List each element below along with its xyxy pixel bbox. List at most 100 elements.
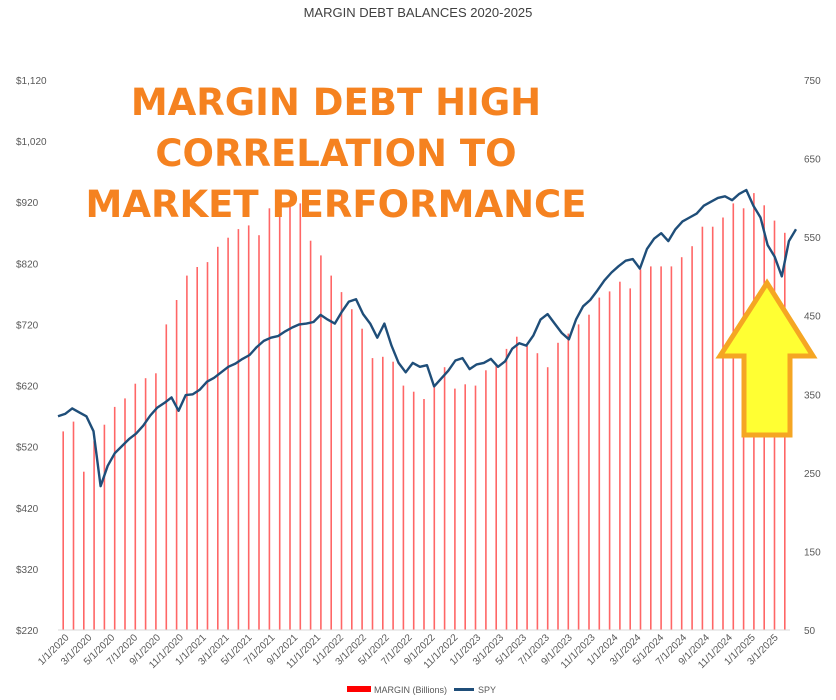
y-left-tick-label: $720: [16, 320, 39, 331]
margin-bar: [268, 208, 271, 631]
y-left-tick-label: $1,120: [16, 76, 47, 87]
margin-bar: [660, 266, 662, 630]
y-left-tick-label: $320: [16, 565, 39, 576]
margin-bar: [320, 255, 322, 630]
y-right-tick-label: 450: [804, 312, 821, 323]
margin-bar: [629, 288, 631, 630]
margin-bar: [433, 387, 436, 630]
margin-bar: [113, 406, 116, 630]
margin-bar: [650, 266, 652, 630]
annotation-line-3: MARKET PERFORMANCE: [86, 183, 587, 226]
legend-label-margin: MARGIN (Billions): [374, 685, 447, 695]
margin-bar: [402, 385, 405, 630]
right-axis: 50 150 250 350 450 550 650 750: [804, 76, 821, 637]
margin-bar: [309, 240, 312, 630]
margin-bar: [340, 292, 343, 630]
margin-bar: [680, 257, 683, 630]
margin-bar: [526, 345, 528, 630]
margin-bar: [495, 364, 497, 630]
y-left-tick-label: $520: [16, 443, 39, 454]
y-right-tick-label: 150: [804, 547, 821, 558]
margin-bar: [639, 269, 642, 630]
margin-bar: [186, 275, 188, 630]
left-axis: $220 $320 $420 $520 $620 $720 $820 $920 $1,020 $1…: [16, 76, 47, 637]
margin-bar: [670, 266, 673, 630]
margin-bar: [134, 383, 137, 630]
margin-bar: [392, 361, 394, 630]
spy-line: [57, 188, 798, 488]
margin-bar: [206, 262, 209, 630]
y-right-tick-label: 50: [804, 626, 816, 637]
y-right-tick-label: 250: [804, 469, 821, 480]
margin-bar: [536, 353, 539, 630]
margin-bar: [546, 367, 549, 630]
margin-bar: [247, 225, 250, 630]
margin-bar: [330, 275, 332, 630]
y-left-tick-label: $620: [16, 382, 39, 393]
y-right-tick-label: 650: [804, 155, 821, 166]
margin-bar: [608, 291, 611, 630]
annotation: MARGIN DEBT HIGH CORRELATION TO MARKET P…: [86, 81, 587, 226]
margin-bar: [258, 235, 260, 630]
annotation-line-2: CORRELATION TO: [155, 132, 516, 175]
margin-bar: [711, 226, 714, 630]
margin-bar: [516, 336, 518, 630]
legend-label-spy: SPY: [478, 685, 496, 695]
margin-bar: [72, 421, 75, 630]
margin-bar: [175, 300, 178, 630]
margin-bar: [196, 267, 198, 630]
margin-bar: [103, 424, 106, 630]
legend-swatch-margin: [347, 686, 371, 692]
margin-bar: [619, 281, 621, 630]
margin-bar: [412, 391, 415, 630]
chart-title: MARGIN DEBT BALANCES 2020-2025: [304, 5, 533, 20]
margin-bar: [701, 226, 704, 630]
up-arrow-icon: [715, 278, 818, 438]
y-right-tick-label: 550: [804, 233, 821, 244]
margin-bar: [83, 471, 85, 630]
margin-bar: [382, 356, 384, 630]
margin-bar: [454, 388, 456, 630]
margin-bar: [588, 314, 590, 630]
y-left-tick-label: $220: [16, 626, 39, 637]
legend-swatch-spy: [454, 688, 474, 691]
margin-bar: [351, 309, 353, 630]
margin-bar: [289, 202, 291, 631]
margin-bar: [577, 324, 580, 630]
margin-bar: [227, 237, 229, 630]
margin-bar: [423, 399, 425, 630]
y-left-tick-label: $1,020: [16, 137, 47, 148]
margin-bar: [165, 324, 168, 630]
margin-bar: [299, 203, 302, 630]
y-left-tick-label: $820: [16, 259, 39, 270]
margin-bar: [217, 246, 219, 631]
margin-bar: [474, 385, 477, 630]
margin-bar: [371, 358, 374, 630]
margin-bar: [732, 203, 735, 630]
margin-bar: [278, 193, 281, 630]
margin-bar: [691, 246, 693, 630]
margin-bar: [93, 441, 95, 630]
legend: MARGIN (Billions) SPY: [347, 685, 496, 695]
margin-bar: [505, 348, 508, 630]
margin-bar: [464, 384, 466, 630]
annotation-line-1: MARGIN DEBT HIGH: [131, 81, 541, 124]
y-left-tick-label: $920: [16, 198, 39, 209]
margin-bar: [237, 229, 240, 630]
margin-bar: [124, 398, 126, 630]
y-right-tick-label: 750: [804, 76, 821, 87]
margin-bar: [567, 333, 570, 630]
margin-bar: [598, 297, 601, 630]
margin-bar: [557, 342, 559, 630]
y-right-tick-label: 350: [804, 390, 821, 401]
margin-bar: [155, 373, 157, 630]
margin-bars: [62, 193, 786, 631]
margin-bar: [144, 378, 147, 630]
y-left-tick-label: $420: [16, 504, 39, 515]
x-axis: 1/1/20203/1/20205/1/20207/1/20209/1/2020…: [36, 632, 781, 671]
margin-bar: [485, 370, 487, 630]
margin-bar: [62, 431, 64, 630]
margin-bar: [443, 367, 446, 630]
margin-bar: [361, 328, 363, 630]
